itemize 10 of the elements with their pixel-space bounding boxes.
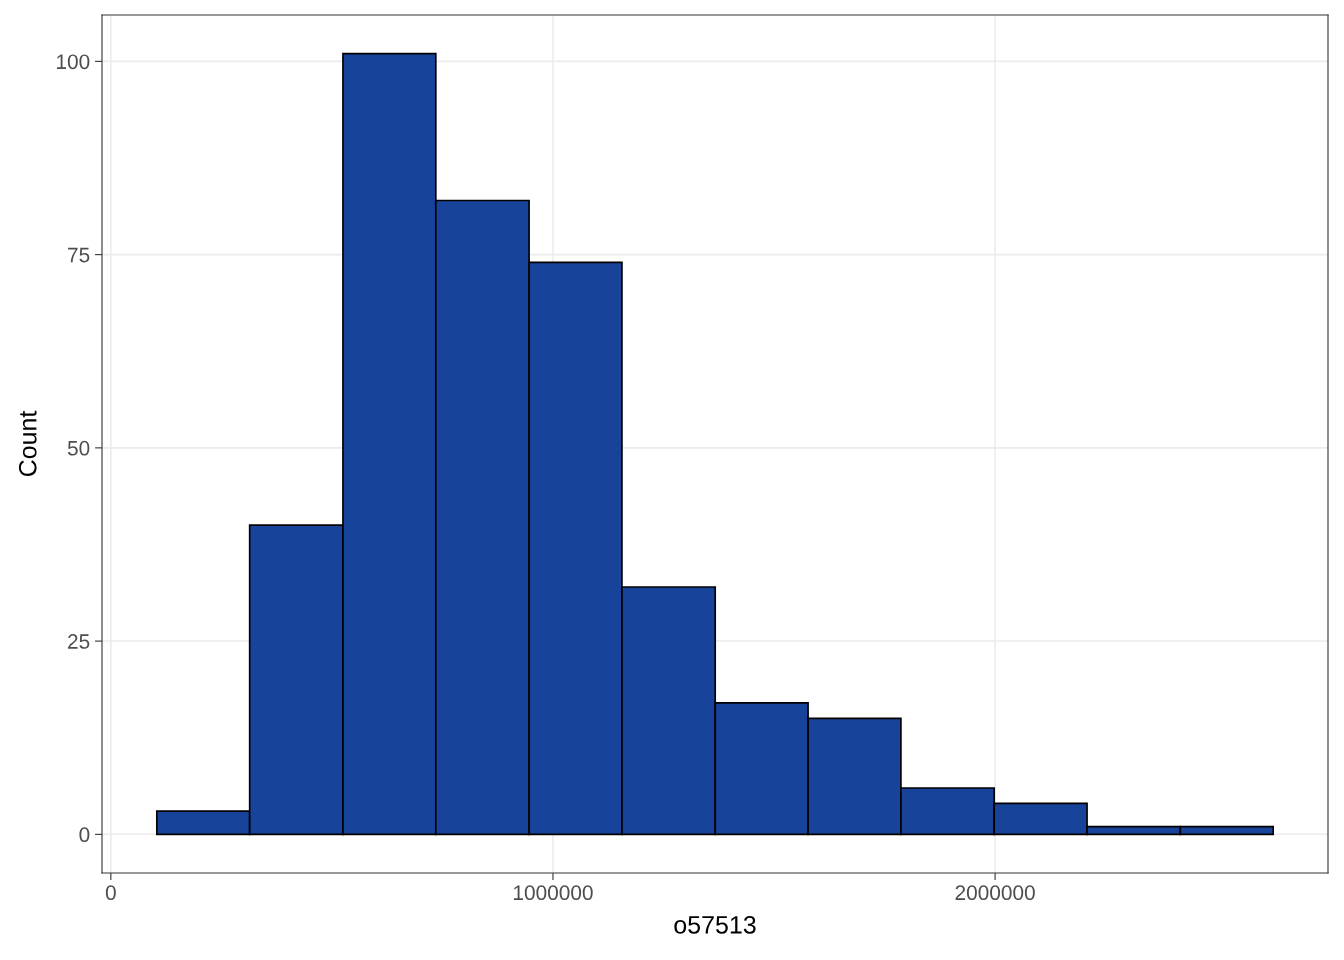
x-tick-label: 0	[105, 885, 116, 901]
x-tick-label: 1000000	[514, 885, 593, 901]
y-tick-label: 50	[67, 440, 90, 456]
x-tick-label: 2000000	[955, 885, 1035, 901]
y-tick-label: 100	[57, 54, 90, 70]
y-tick-label: 75	[68, 247, 90, 263]
x-axis-title: o57513	[674, 916, 756, 934]
y-axis-title: Count	[18, 410, 37, 477]
y-tick-label: 25	[68, 634, 90, 649]
y-tick-label: 0	[79, 827, 90, 843]
